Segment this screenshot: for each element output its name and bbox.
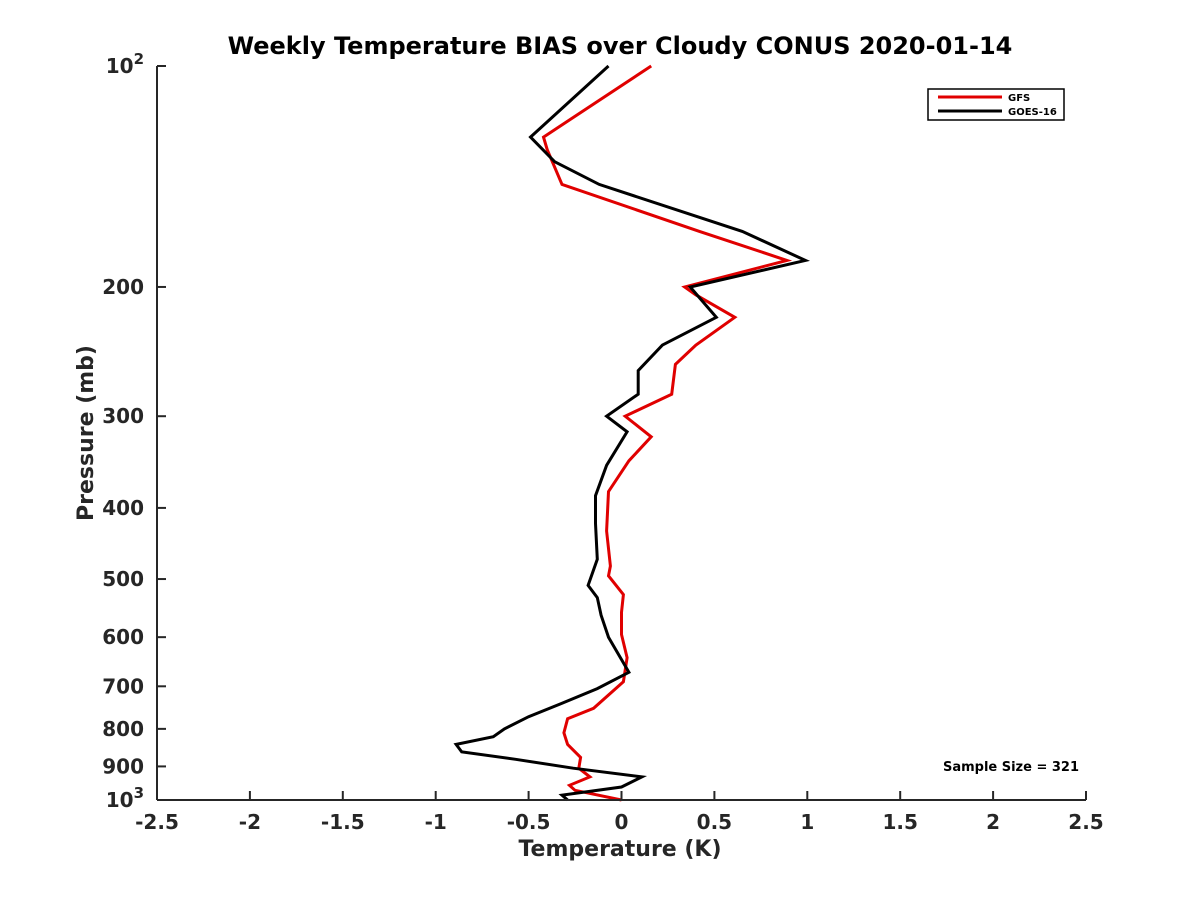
y-tick-label: 400 <box>102 496 144 520</box>
x-tick-label: 2 <box>986 810 1000 834</box>
y-tick-label: 300 <box>102 404 144 428</box>
x-tick-label: -1.5 <box>321 810 365 834</box>
y-tick-label: 600 <box>102 625 144 649</box>
y-tick-label: 800 <box>102 717 144 741</box>
chart-title: Weekly Temperature BIAS over Cloudy CONU… <box>228 32 1013 60</box>
x-tick-label: -0.5 <box>507 810 551 834</box>
y-axis-ticks: 200 300 400 500 600 700 800 900 102 103 <box>102 50 166 812</box>
sample-size-annotation: Sample Size = 321 <box>943 760 1079 775</box>
x-tick-label: 0 <box>615 810 629 834</box>
y-tick-label: 700 <box>102 674 144 698</box>
axes-layer <box>156 66 1086 801</box>
legend-label: GOES-16 <box>1008 107 1057 118</box>
series-line-goes-16 <box>453 64 811 802</box>
y-tick-label: 900 <box>102 754 144 778</box>
x-tick-label: -1 <box>425 810 447 834</box>
series-line-gfs <box>541 64 793 802</box>
legend: GFS GOES-16 <box>927 88 1065 121</box>
x-tick-label: 1.5 <box>882 810 917 834</box>
y-tick-label: 500 <box>102 567 144 591</box>
legend-box <box>927 88 1065 121</box>
series-layer <box>453 64 811 802</box>
x-tick-label: 2.5 <box>1068 810 1103 834</box>
x-axis-ticks: -2.5 -2 -1.5 -1 -0.5 0 0.5 1 1.5 2 2.5 <box>135 791 1104 834</box>
y-axis-label: Pressure (mb) <box>74 345 99 521</box>
x-tick-label: 0.5 <box>697 810 732 834</box>
y-tick-label: 200 <box>102 275 144 299</box>
x-tick-label: -2.5 <box>135 810 179 834</box>
x-tick-label: -2 <box>239 810 261 834</box>
x-axis-label: Temperature (K) <box>518 837 721 862</box>
x-tick-label: 1 <box>800 810 814 834</box>
y-tick-label-power: 102 <box>106 50 144 78</box>
y-tick-label-power: 103 <box>106 784 144 812</box>
legend-label: GFS <box>1008 93 1030 104</box>
